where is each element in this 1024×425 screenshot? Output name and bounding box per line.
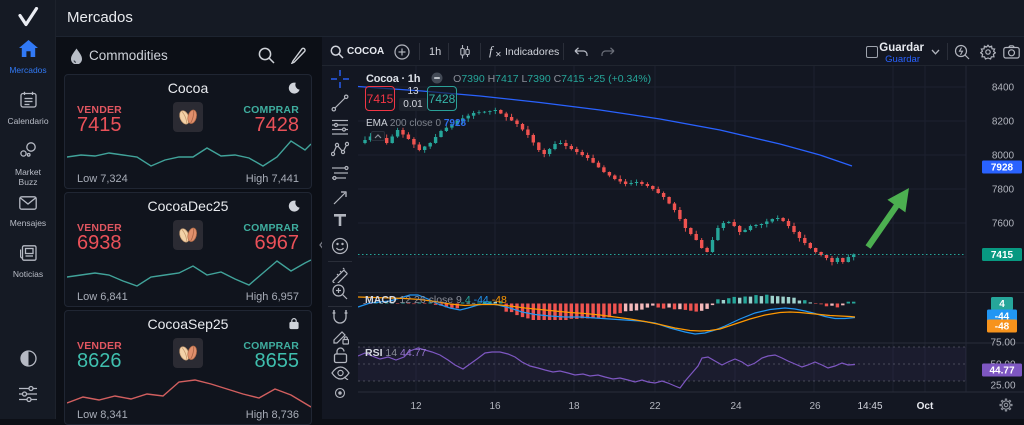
svg-text:24: 24 <box>730 401 742 412</box>
svg-text:25.00: 25.00 <box>990 381 1015 392</box>
svg-text:4: 4 <box>999 299 1005 310</box>
svg-text:7415: 7415 <box>991 250 1014 261</box>
svg-text:7928: 7928 <box>991 163 1014 174</box>
svg-text:26: 26 <box>809 401 821 412</box>
svg-text:8000: 8000 <box>992 151 1015 162</box>
svg-text:RSI 14 44.77: RSI 14 44.77 <box>365 347 426 359</box>
svg-text:75.00: 75.00 <box>990 338 1015 349</box>
svg-text:8200: 8200 <box>992 117 1015 128</box>
svg-text:-48: -48 <box>995 322 1010 333</box>
svg-text:18: 18 <box>568 401 580 412</box>
svg-text:Oct: Oct <box>917 401 934 412</box>
svg-text:7800: 7800 <box>992 185 1015 196</box>
svg-text:12: 12 <box>410 401 422 412</box>
svg-text:-44: -44 <box>995 312 1010 323</box>
svg-text:MACD 12 26 close 9 4 -44 -48: MACD 12 26 close 9 4 -44 -48 <box>365 294 507 306</box>
svg-text:22: 22 <box>649 401 661 412</box>
svg-text:16: 16 <box>489 401 501 412</box>
svg-text:7600: 7600 <box>992 219 1015 230</box>
svg-text:44.77: 44.77 <box>989 366 1014 377</box>
svg-text:14:45: 14:45 <box>857 401 882 412</box>
svg-text:8400: 8400 <box>992 83 1015 94</box>
